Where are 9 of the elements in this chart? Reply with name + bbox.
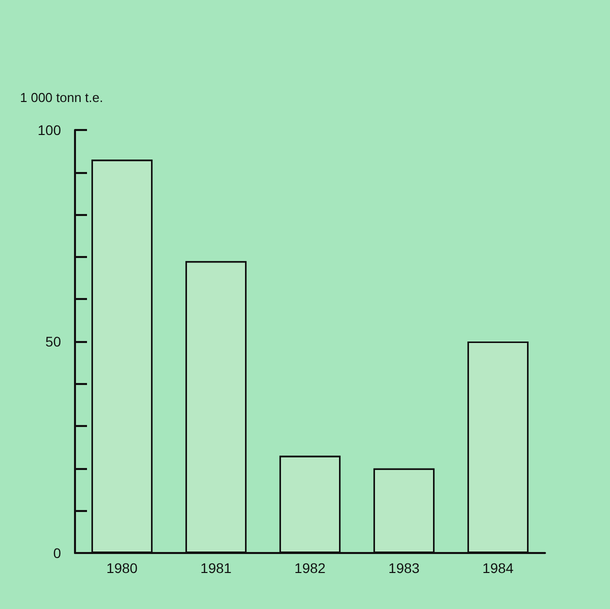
x-tick-label: 1982 [294, 560, 326, 576]
y-tick-label: 0 [53, 545, 62, 561]
x-tick-label: 1980 [106, 560, 138, 576]
y-axis-title: 1 000 tonn t.e. [20, 90, 104, 105]
x-tick-label: 1983 [388, 560, 420, 576]
x-tick-label: 1984 [482, 560, 514, 576]
y-tick-label: 50 [45, 334, 62, 350]
y-tick-label: 100 [38, 122, 62, 138]
x-tick-label: 1981 [200, 560, 232, 576]
